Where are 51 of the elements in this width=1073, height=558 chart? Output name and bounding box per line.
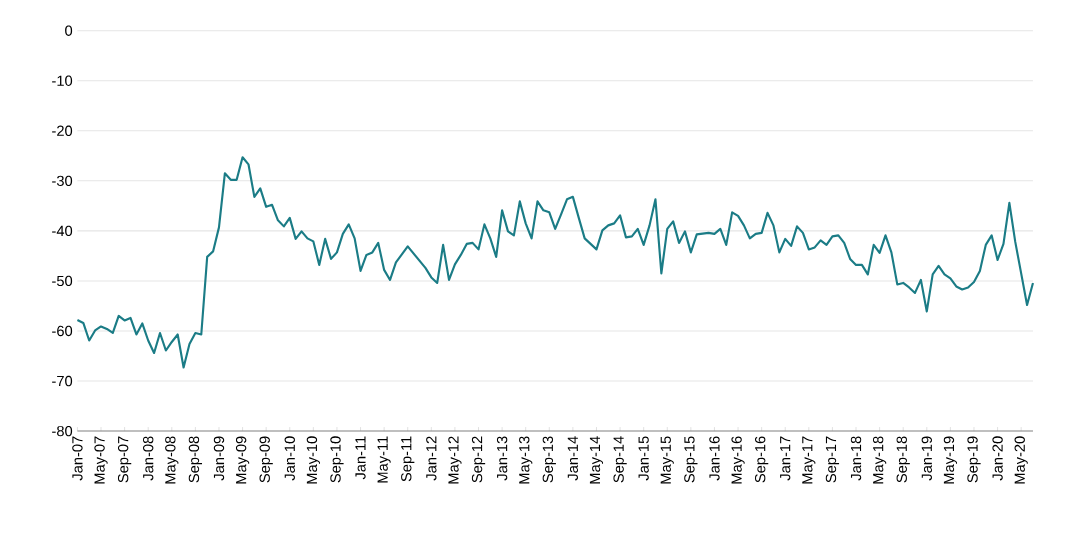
- x-tick-label: Sep-10: [330, 436, 344, 483]
- x-tick-label: Sep-13: [542, 436, 556, 483]
- x-tick-label: Sep-17: [825, 436, 840, 483]
- x-tick-label: Sep-07: [117, 436, 132, 483]
- x-tick-label: Sep-18: [896, 436, 910, 483]
- x-tick-label: May-08: [165, 436, 179, 484]
- y-tick-label: -20: [52, 125, 73, 137]
- y-tick-label: -30: [52, 175, 73, 187]
- x-tick-label: Sep-19: [967, 436, 981, 483]
- x-tick-label: May-16: [731, 436, 745, 484]
- x-tick-label: Jan-08: [143, 436, 154, 481]
- y-tick-label: -50: [52, 275, 73, 287]
- x-tick-label: Jan-16: [709, 436, 720, 481]
- x-tick-label: May-20: [1014, 436, 1028, 484]
- y-tick-label: -10: [52, 75, 73, 87]
- x-tick-label: May-19: [943, 436, 958, 484]
- x-tick-label: May-15: [660, 436, 674, 484]
- line-series: [76, 156, 1035, 369]
- x-tick-label: Jan-20: [992, 436, 1003, 481]
- x-tick-label: May-10: [306, 436, 320, 484]
- x-tick-label: May-07: [94, 436, 108, 484]
- x-tick-label: Jan-18: [850, 436, 862, 481]
- x-tick-label: Jan-13: [496, 436, 508, 481]
- x-tick-label: Jan-09: [213, 436, 225, 481]
- x-tick-label: May-09: [235, 436, 250, 484]
- x-tick-label: Jan-11: [355, 436, 366, 480]
- y-tick-label: -80: [52, 425, 73, 437]
- x-tick-label: Jan-14: [567, 436, 579, 481]
- x-tick-label: Sep-15: [684, 436, 698, 483]
- x-tick-label: Jan-19: [921, 436, 932, 481]
- x-tick-label: May-11: [377, 436, 391, 483]
- x-tick-label: Sep-12: [471, 436, 486, 483]
- x-tick-label: Jan-12: [426, 436, 437, 481]
- x-tick-label: Jan-17: [780, 436, 791, 481]
- x-tick-label: Sep-08: [188, 436, 203, 483]
- y-tick-label: -70: [52, 375, 73, 387]
- x-tick-label: May-17: [802, 436, 816, 484]
- x-tick-label: Sep-16: [755, 436, 769, 483]
- y-tick-label: -40: [52, 225, 73, 237]
- x-tick-label: May-14: [589, 436, 604, 484]
- x-tick-label: Jan-10: [284, 436, 295, 481]
- x-tick-label: May-12: [448, 436, 462, 484]
- x-tick-label: May-13: [519, 436, 533, 484]
- x-tick-label: Jan-07: [72, 436, 83, 481]
- x-tick-label: Sep-09: [259, 436, 273, 483]
- x-tick-label: Jan-15: [638, 436, 649, 481]
- x-tick-label: Sep-11: [401, 436, 415, 482]
- x-tick-label: May-18: [872, 436, 887, 484]
- y-tick-label: 0: [65, 25, 73, 36]
- y-tick-label: -60: [52, 325, 73, 337]
- x-tick-label: Sep-14: [613, 436, 627, 483]
